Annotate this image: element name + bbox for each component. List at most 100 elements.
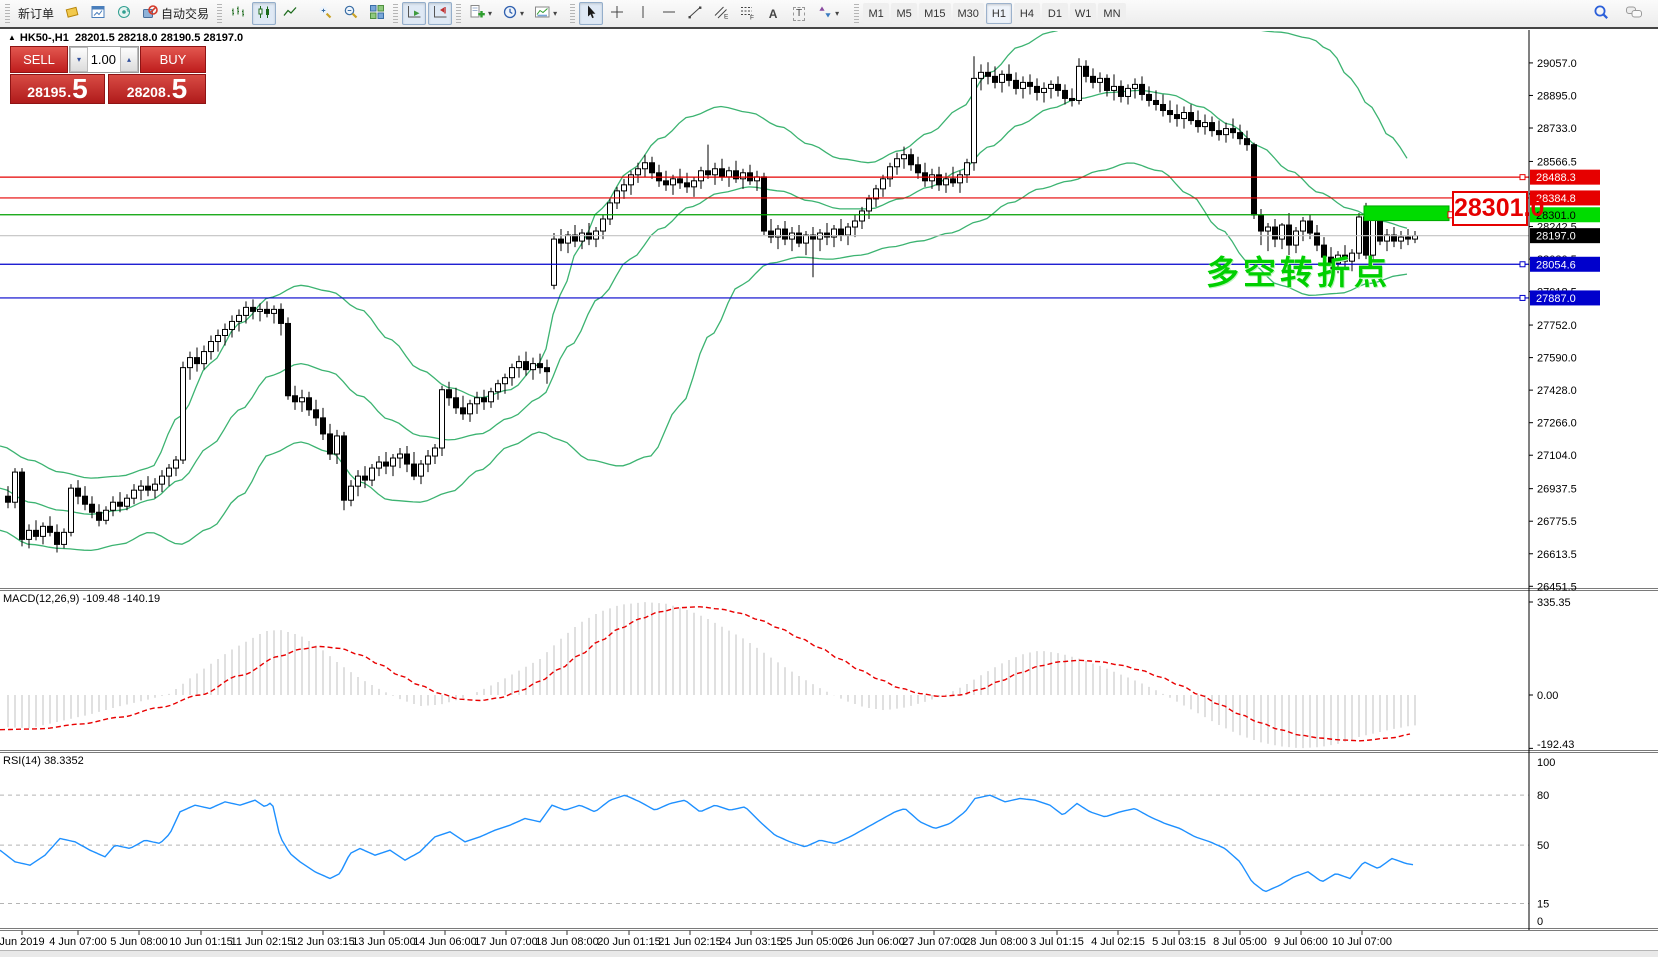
autotrading-button[interactable]: 自动交易 — [138, 2, 213, 25]
svg-text:20 Jun 01:15: 20 Jun 01:15 — [597, 936, 661, 948]
svg-text:F: F — [750, 15, 754, 21]
rsi-pane[interactable] — [0, 794, 1529, 905]
svg-text:27104.0: 27104.0 — [1537, 450, 1577, 462]
svg-text:29057.0: 29057.0 — [1537, 58, 1577, 70]
volume-input[interactable]: 1.00 — [90, 52, 116, 67]
vertical-line-tool-button[interactable] — [631, 2, 655, 25]
search-button[interactable] — [1589, 2, 1614, 25]
autotrading-icon — [142, 4, 158, 23]
svg-text:26613.5: 26613.5 — [1537, 549, 1577, 561]
text-tool-button[interactable]: A — [761, 2, 785, 25]
green-zone-rectangle[interactable] — [1363, 205, 1450, 222]
line-chart-button[interactable] — [278, 2, 302, 25]
fibonacci-icon: F — [739, 4, 755, 23]
price-axis[interactable]: 29057.028895.028733.028566.528404.828242… — [1528, 30, 1600, 930]
rsi-indicator-label: RSI(14) 38.3352 — [3, 755, 84, 767]
indicators-button[interactable]: ▾ — [465, 2, 496, 25]
timeframe-D1[interactable]: D1 — [1041, 3, 1068, 24]
ohlc-values: 28201.5 28218.0 28190.5 28197.0 — [74, 32, 244, 44]
time-axis[interactable]: Jun 2019 4 Jun 07:00 5 Jun 08:00 10 Jun 01:… — [0, 930, 1392, 949]
main-price-pane[interactable] — [0, 18, 1418, 553]
svg-text:28 Jun 08:00: 28 Jun 08:00 — [964, 936, 1028, 948]
zoom-out-button[interactable] — [339, 2, 363, 25]
sell-price-button[interactable]: 28195. 5 — [10, 74, 105, 104]
tile-windows-icon — [369, 4, 385, 23]
signals-button[interactable] — [112, 2, 136, 25]
toolbar-drag-handle — [5, 3, 10, 24]
svg-text:26937.5: 26937.5 — [1537, 484, 1577, 496]
metaeditor-icon — [64, 4, 80, 23]
chart-shift-icon — [432, 4, 448, 23]
auto-scroll-icon — [406, 4, 422, 23]
svg-text:14 Jun 06:00: 14 Jun 06:00 — [413, 936, 477, 948]
equidistant-channel-tool-button[interactable]: E — [709, 2, 733, 25]
timeframe-H1[interactable]: H1 — [985, 3, 1012, 24]
bollinger-lower — [0, 162, 1408, 552]
zoom-in-button[interactable] — [313, 2, 337, 25]
signal-icon — [116, 4, 132, 23]
timeframe-MN[interactable]: MN — [1098, 3, 1126, 24]
cursor-tool-button[interactable] — [579, 2, 604, 25]
volume-increase-button[interactable]: ▴ — [120, 47, 138, 72]
volume-decrease-button[interactable]: ▾ — [70, 47, 88, 72]
toolbar: 新订单 自动交易 ▾ ▾ ▾ E F A T ▾ M1 M5 M15 M30 H1 H4 D… — [0, 0, 1658, 29]
svg-text:5 Jun 08:00: 5 Jun 08:00 — [110, 936, 168, 948]
chart-shift-button[interactable] — [428, 2, 453, 25]
clock-icon — [502, 4, 518, 23]
bollinger-middle — [0, 89, 1408, 515]
svg-text:21 Jun 02:15: 21 Jun 02:15 — [658, 936, 722, 948]
crosshair-tool-button[interactable] — [605, 2, 629, 25]
periods-button[interactable]: ▾ — [498, 2, 528, 25]
timeframe-M15[interactable]: M15 — [919, 3, 951, 24]
new-order-button[interactable]: 新订单 — [14, 2, 58, 25]
channel-icon: E — [713, 4, 729, 23]
tile-windows-button[interactable] — [365, 2, 389, 25]
chat-button[interactable] — [1621, 2, 1647, 25]
svg-text:Jun 2019: Jun 2019 — [0, 936, 45, 948]
buy-button[interactable]: BUY — [140, 46, 206, 73]
text-tool-icon: A — [768, 6, 778, 21]
sell-price-main: 28195 — [27, 84, 67, 100]
svg-text:10 Jun 01:15: 10 Jun 01:15 — [169, 936, 233, 948]
crosshair-icon — [609, 4, 625, 23]
price-callout-label[interactable]: 28301.0 — [1452, 191, 1544, 226]
horizontal-line-tool-button[interactable] — [657, 2, 681, 25]
svg-text:24 Jun 03:15: 24 Jun 03:15 — [719, 936, 783, 948]
market-watch-button[interactable] — [86, 2, 110, 25]
bollinger-upper — [0, 31, 1408, 479]
macd-signal-line — [0, 606, 1411, 742]
collapse-triangle-icon[interactable]: ▲ — [8, 33, 16, 42]
toolbar-drag-handle — [393, 3, 399, 24]
svg-text:27 Jun 07:00: 27 Jun 07:00 — [902, 936, 966, 948]
trendline-tool-button[interactable] — [683, 2, 707, 25]
macd-pane[interactable] — [0, 602, 1416, 749]
svg-text:26775.5: 26775.5 — [1537, 516, 1577, 528]
horizontal-line-icon — [661, 4, 677, 23]
svg-text:28384.8: 28384.8 — [1536, 193, 1576, 205]
timeframe-W1[interactable]: W1 — [1069, 3, 1097, 24]
timeframe-M30[interactable]: M30 — [952, 3, 984, 24]
templates-button[interactable]: ▾ — [530, 2, 561, 25]
text-label-tool-button[interactable]: T — [787, 2, 811, 25]
buy-price-button[interactable]: 28208. 5 — [108, 74, 206, 104]
line-chart-icon — [282, 4, 298, 23]
fibonacci-tool-button[interactable]: F — [735, 2, 759, 25]
timeframe-H4[interactable]: H4 — [1013, 3, 1040, 24]
timeframe-M5[interactable]: M5 — [891, 3, 918, 24]
candlestick-chart-button[interactable] — [252, 2, 277, 25]
svg-text:5 Jul 03:15: 5 Jul 03:15 — [1152, 936, 1206, 948]
timeframe-M1[interactable]: M1 — [863, 3, 890, 24]
line-anchor-marker — [1519, 174, 1526, 181]
sell-button[interactable]: SELL — [10, 46, 68, 73]
metaeditor-button[interactable] — [60, 2, 84, 25]
auto-scroll-button[interactable] — [402, 2, 427, 25]
rsi-axis-label: 100 — [1537, 757, 1555, 769]
decimal-dot: . — [166, 84, 171, 100]
bar-chart-button[interactable] — [226, 2, 250, 25]
arrows-tool-button[interactable]: ▾ — [813, 2, 843, 25]
toolbar-drag-handle — [570, 3, 576, 24]
toolbar-drag-handle — [217, 3, 223, 24]
candlestick-series — [5, 56, 1418, 553]
macd-axis-label: 335.35 — [1537, 597, 1571, 609]
